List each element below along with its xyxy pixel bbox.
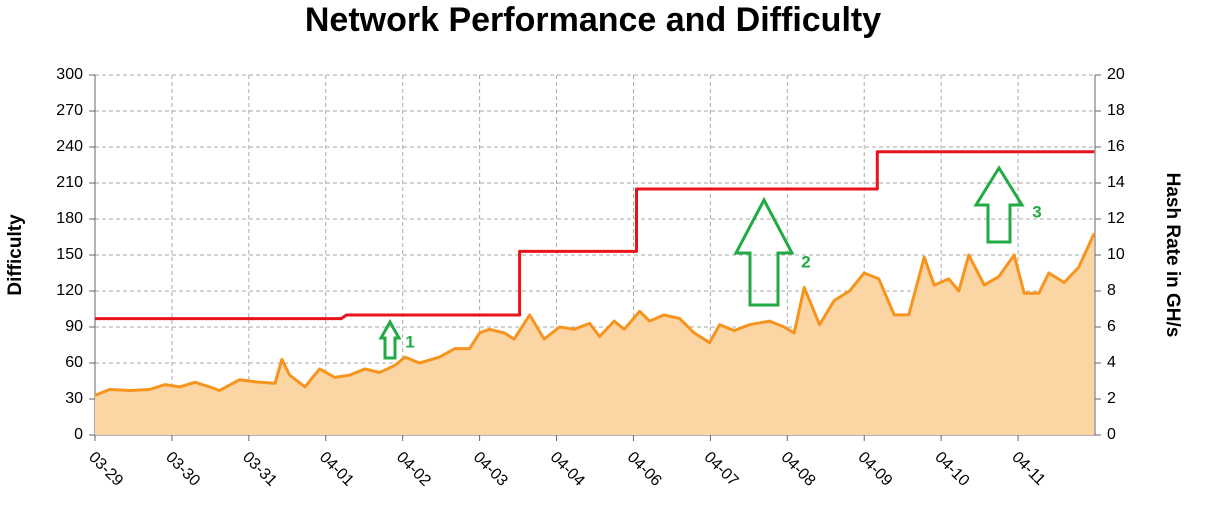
- y-tick-label: 180: [56, 210, 83, 227]
- y2-tick-label: 8: [1107, 282, 1116, 299]
- y2-tick-label: 6: [1107, 318, 1116, 335]
- x-tick-label: 04-08: [777, 449, 818, 490]
- arrow: [733, 196, 795, 307]
- x-tick-label: 04-10: [931, 449, 972, 490]
- y-tick-label: 300: [56, 66, 83, 83]
- y-tick-label: 270: [56, 102, 83, 119]
- area: [95, 233, 1095, 435]
- y-tick-label: 0: [74, 426, 83, 443]
- x-tick-label: 04-03: [470, 449, 511, 490]
- y-tick-label: 150: [56, 246, 83, 263]
- x-tick-label: 03-30: [162, 449, 203, 490]
- x-tick-label: 03-29: [85, 449, 126, 490]
- annotation: 3: [1032, 202, 1041, 221]
- y2-axis-label: Hash Rate in GH/s: [1162, 173, 1183, 338]
- y-tick-label: 60: [65, 354, 83, 371]
- y2-tick-label: 0: [1107, 426, 1116, 443]
- x-tick-label: 03-31: [239, 449, 280, 490]
- x-tick-label: 04-09: [854, 449, 895, 490]
- annotation: 1: [405, 332, 414, 351]
- x-tick-label: 04-07: [701, 449, 742, 490]
- y2-tick-label: 18: [1107, 102, 1125, 119]
- y2-tick-label: 4: [1107, 354, 1116, 371]
- x-tick-label: 04-04: [547, 449, 588, 490]
- chart-title: Network Performance and Difficulty: [305, 1, 881, 39]
- line: [94, 232, 1096, 397]
- y-tick-label: 210: [56, 174, 83, 191]
- arrow: [973, 165, 1025, 244]
- x-tick-label: 04-11: [1008, 449, 1048, 489]
- y-axis-label: Difficulty: [5, 214, 26, 296]
- y2-tick-label: 2: [1107, 390, 1116, 407]
- y2-tick-label: 20: [1107, 66, 1125, 83]
- y-tick-label: 30: [65, 390, 83, 407]
- y2-tick-label: 14: [1107, 174, 1125, 191]
- x-tick-label: 04-06: [624, 449, 665, 490]
- x-tick-label: 04-01: [316, 449, 357, 490]
- y-tick-label: 90: [65, 318, 83, 335]
- line: [95, 150, 1095, 321]
- y-tick-label: 120: [56, 282, 83, 299]
- y2-tick-label: 10: [1107, 246, 1125, 263]
- x-tick-label: 04-02: [393, 449, 434, 490]
- annotation: 2: [801, 252, 810, 271]
- plot-area: 0306090120150180210240270300024681012141…: [56, 66, 1125, 490]
- y2-tick-label: 12: [1107, 210, 1125, 227]
- arrow: [378, 318, 402, 360]
- y2-tick-label: 16: [1107, 138, 1125, 155]
- y-tick-label: 240: [56, 138, 83, 155]
